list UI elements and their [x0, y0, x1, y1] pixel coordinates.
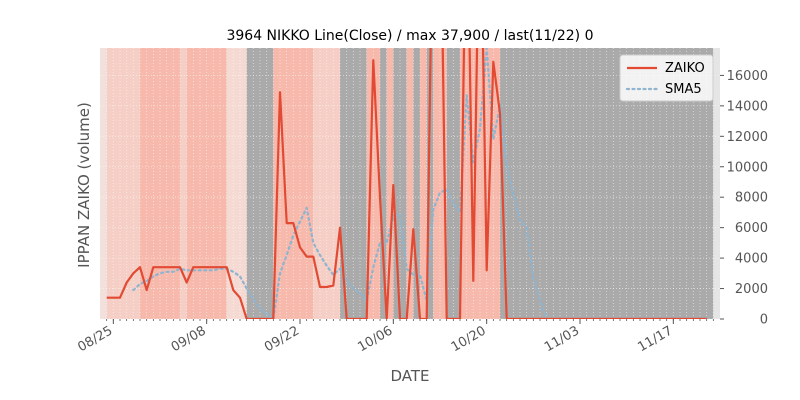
x-axis-label: DATE: [390, 367, 429, 385]
background-band-3: [180, 48, 187, 319]
y-tick-label: 12000: [727, 130, 768, 145]
y-tick-label: 2000: [735, 282, 768, 297]
y-tick-label: 6000: [735, 221, 768, 236]
y-axis: 0 2000 4000 6000 8000 10000 12000 14000 16000: [720, 69, 768, 328]
series-layer: [106, 48, 708, 319]
y-tick-label: 16000: [727, 69, 768, 84]
legend: ZAIKO SMA5: [619, 54, 714, 102]
background-band-22: [713, 48, 720, 319]
background-band-16: [420, 48, 427, 319]
legend-label-zaiko: ZAIKO: [665, 61, 705, 76]
background-band-15: [413, 48, 420, 319]
background-band-0: [100, 48, 107, 319]
legend-label-sma5: SMA5: [665, 82, 702, 97]
background-band-17: [426, 48, 434, 319]
y-axis-label: IPPAN ZAIKO (volume): [75, 102, 93, 268]
chart-title: 3964 NIKKO Line(Close) / max 37,900 / la…: [226, 28, 593, 44]
y-tick-label: 14000: [727, 99, 768, 114]
background-band-12: [386, 48, 394, 319]
y-tick-label: 0: [760, 313, 768, 328]
y-tick-label: 8000: [735, 191, 768, 206]
background-band-14: [406, 48, 414, 319]
series-line-sma5: [132, 48, 708, 319]
plot-area: [100, 48, 720, 320]
background-band-11: [380, 48, 387, 319]
background-band-5: [226, 48, 247, 319]
series-line-zaiko: [106, 48, 707, 319]
grid-lines: [100, 48, 720, 320]
y-tick-label: 10000: [727, 160, 768, 175]
y-tick-label: 4000: [735, 252, 768, 267]
background-band-1: [106, 48, 140, 319]
